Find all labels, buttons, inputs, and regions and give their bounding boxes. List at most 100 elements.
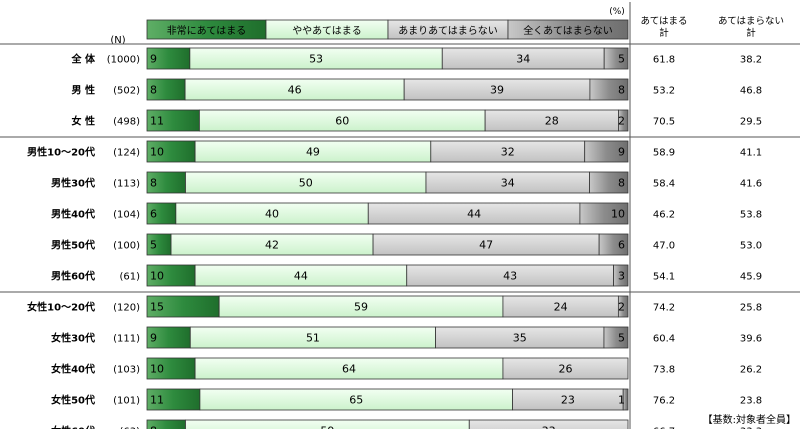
bar-seg-value-3: 44 bbox=[467, 208, 481, 221]
bar-seg-value-4: 5 bbox=[618, 332, 625, 345]
row-n: (61) bbox=[119, 272, 140, 283]
sum-no: 53.8 bbox=[740, 210, 762, 221]
row-7: 男性50代 (100) 5 42 47 6 47.0 53.0 bbox=[51, 233, 762, 256]
bar-seg-2 bbox=[185, 419, 470, 429]
bar-seg-value-3: 24 bbox=[554, 301, 568, 314]
bar-seg-value-2: 42 bbox=[265, 239, 279, 252]
legend-label-3: あまりあてはまらない bbox=[398, 25, 498, 37]
bar-seg-value-4: 2 bbox=[618, 301, 625, 314]
bar-seg-value-2: 51 bbox=[306, 332, 320, 345]
bar-seg-value-1: 8 bbox=[150, 84, 157, 97]
row-6: 男性40代 (104) 6 40 44 10 46.2 53.8 bbox=[51, 202, 762, 225]
bar-seg-value-4: 5 bbox=[618, 53, 625, 66]
sum-no: 41.6 bbox=[740, 179, 762, 190]
sum-yes: 74.2 bbox=[653, 303, 675, 314]
bar-seg-value-3: 34 bbox=[516, 53, 530, 66]
bar-seg-value-2: 50 bbox=[299, 177, 313, 190]
row-label: 女性40代 bbox=[51, 363, 95, 376]
bar-seg-value-4: 6 bbox=[618, 239, 625, 252]
percent-unit: (%) bbox=[609, 7, 625, 17]
bar-seg-3 bbox=[502, 357, 629, 380]
row-label: 女性60代 bbox=[51, 425, 95, 429]
bar-seg-value-2: 59 bbox=[320, 425, 334, 429]
bar-seg-value-4: 1 bbox=[618, 394, 625, 407]
bar-seg-value-4: 8 bbox=[618, 84, 625, 97]
sum-no: 25.8 bbox=[740, 303, 762, 314]
bar-seg-value-3: 34 bbox=[501, 177, 515, 190]
bar-seg-value-1: 11 bbox=[150, 394, 164, 407]
bar-seg-4 bbox=[617, 295, 629, 318]
sum-yes: 58.4 bbox=[653, 179, 675, 190]
row-label: 女 性 bbox=[72, 115, 95, 128]
sum-yes: 61.8 bbox=[653, 55, 675, 66]
bar-seg-value-2: 53 bbox=[309, 53, 323, 66]
sum-yes: 66.7 bbox=[653, 427, 675, 429]
row-n: (498) bbox=[113, 117, 140, 128]
bar-seg-value-1: 10 bbox=[150, 146, 164, 159]
bar-seg-value-2: 64 bbox=[342, 363, 356, 376]
bar-seg-value-1: 15 bbox=[150, 301, 164, 314]
sum-no: 23.8 bbox=[740, 396, 762, 407]
sum-no: 39.6 bbox=[740, 334, 762, 345]
sum-no: 45.9 bbox=[740, 272, 762, 283]
bar-seg-4 bbox=[603, 326, 629, 349]
row-label: 男性10～20代 bbox=[27, 146, 95, 159]
bar-seg-4 bbox=[579, 202, 629, 225]
bar-seg-value-2: 46 bbox=[288, 84, 302, 97]
sum-yes: 46.2 bbox=[653, 210, 675, 221]
row-13: 女性60代 (63) 8 59 33 66.7 33.3 bbox=[51, 419, 762, 429]
legend-label-1: 非常にあてはまる bbox=[167, 24, 247, 37]
row-label: 男性30代 bbox=[51, 177, 95, 190]
bar-seg-value-1: 6 bbox=[150, 208, 157, 221]
row-n: (101) bbox=[113, 396, 140, 407]
bar-seg-value-3: 33 bbox=[542, 425, 556, 429]
bar-seg-value-1: 9 bbox=[150, 332, 157, 345]
bar-seg-4 bbox=[613, 264, 629, 287]
row-n: (124) bbox=[113, 148, 140, 159]
bar-seg-value-3: 35 bbox=[513, 332, 527, 345]
row-10: 女性30代 (111) 9 51 35 5 60.4 39.6 bbox=[51, 326, 762, 349]
bar-seg-3 bbox=[468, 419, 629, 429]
sum-yes: 58.9 bbox=[653, 148, 675, 159]
bar-seg-value-1: 8 bbox=[150, 425, 157, 429]
row-n: (502) bbox=[113, 86, 140, 97]
bar-seg-value-4: 10 bbox=[611, 208, 625, 221]
row-n: (113) bbox=[113, 179, 140, 190]
row-n: (63) bbox=[119, 427, 140, 429]
sum-no: 33.3 bbox=[740, 427, 762, 429]
row-n: (111) bbox=[113, 334, 140, 345]
summary-header-no: あてはまらない計 bbox=[718, 16, 784, 39]
bar-seg-value-3: 23 bbox=[561, 394, 575, 407]
row-12: 女性50代 (101) 11 65 23 1 76.2 23.8 bbox=[51, 388, 762, 411]
row-n: (120) bbox=[113, 303, 140, 314]
bar-seg-4 bbox=[589, 78, 629, 101]
row-11: 女性40代 (103) 10 64 26 73.8 26.2 bbox=[51, 357, 762, 380]
sum-yes: 70.5 bbox=[653, 117, 675, 128]
row-label: 男 性 bbox=[72, 84, 95, 97]
sum-no: 46.8 bbox=[740, 86, 762, 97]
footnote: 【基数:対象者全員】 bbox=[703, 413, 796, 426]
sum-no: 53.0 bbox=[740, 241, 762, 252]
row-8: 男性60代 (61) 10 44 43 3 54.1 45.9 bbox=[51, 264, 762, 287]
bar-seg-value-1: 10 bbox=[150, 270, 164, 283]
bar-seg-4 bbox=[618, 109, 629, 132]
bar-seg-value-2: 65 bbox=[349, 394, 363, 407]
bar-seg-value-3: 32 bbox=[501, 146, 515, 159]
row-label: 女性50代 bbox=[51, 394, 95, 407]
row-2: 男 性 (502) 8 46 39 8 53.2 46.8 bbox=[72, 78, 762, 101]
bar-seg-value-2: 59 bbox=[354, 301, 368, 314]
row-5: 男性30代 (113) 8 50 34 8 58.4 41.6 bbox=[51, 171, 762, 194]
bar-seg-4 bbox=[589, 171, 629, 194]
sum-no: 26.2 bbox=[740, 365, 762, 376]
bar-seg-value-3: 26 bbox=[558, 363, 572, 376]
row-9: 女性10～20代 (120) 15 59 24 2 74.2 25.8 bbox=[27, 295, 762, 318]
row-n: (103) bbox=[113, 365, 140, 376]
row-4: 男性10～20代 (124) 10 49 32 9 58.9 41.1 bbox=[27, 140, 762, 163]
row-n: (100) bbox=[113, 241, 140, 252]
row-label: 全 体 bbox=[71, 53, 96, 66]
n-header: (N) bbox=[110, 35, 125, 46]
bar-seg-value-2: 60 bbox=[335, 115, 349, 128]
sum-yes: 47.0 bbox=[653, 241, 675, 252]
